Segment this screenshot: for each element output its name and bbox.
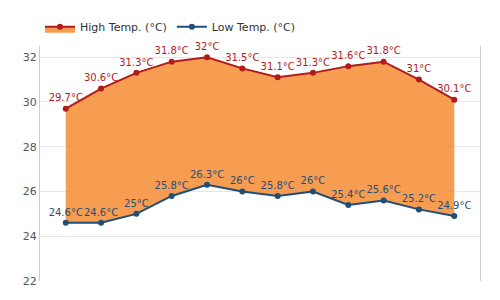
svg-text:24.6°C: 24.6°C xyxy=(49,207,83,218)
svg-text:31.8°C: 31.8°C xyxy=(155,45,189,56)
svg-text:32: 32 xyxy=(23,51,37,64)
svg-text:25.8°C: 25.8°C xyxy=(155,180,189,191)
svg-text:24.6°C: 24.6°C xyxy=(84,207,118,218)
svg-text:31°C: 31°C xyxy=(407,63,432,74)
svg-text:30: 30 xyxy=(23,96,37,109)
svg-text:31.3°C: 31.3°C xyxy=(119,57,153,68)
svg-text:High Temp. (°C): High Temp. (°C) xyxy=(80,21,167,34)
svg-text:29.7°C: 29.7°C xyxy=(49,92,83,103)
svg-text:32°C: 32°C xyxy=(195,41,220,52)
svg-text:26: 26 xyxy=(23,185,37,198)
svg-text:31.1°C: 31.1°C xyxy=(261,61,295,72)
svg-text:30.1°C: 30.1°C xyxy=(437,83,471,94)
svg-text:31.8°C: 31.8°C xyxy=(366,45,400,56)
svg-text:24: 24 xyxy=(23,230,37,243)
svg-text:26°C: 26°C xyxy=(230,175,255,186)
svg-text:24.9°C: 24.9°C xyxy=(437,200,471,211)
svg-text:31.3°C: 31.3°C xyxy=(296,57,330,68)
svg-text:31.6°C: 31.6°C xyxy=(331,50,365,61)
svg-text:28: 28 xyxy=(23,141,37,154)
svg-text:26.3°C: 26.3°C xyxy=(190,169,224,180)
svg-text:22: 22 xyxy=(23,275,37,288)
svg-text:30.6°C: 30.6°C xyxy=(84,72,118,83)
svg-text:25°C: 25°C xyxy=(124,198,149,209)
svg-text:25.4°C: 25.4°C xyxy=(331,189,365,200)
svg-text:25.2°C: 25.2°C xyxy=(402,193,436,204)
svg-text:25.6°C: 25.6°C xyxy=(366,184,400,195)
svg-text:26°C: 26°C xyxy=(301,175,326,186)
svg-text:Low Temp. (°C): Low Temp. (°C) xyxy=(212,21,295,34)
svg-text:31.5°C: 31.5°C xyxy=(225,52,259,63)
svg-text:25.8°C: 25.8°C xyxy=(261,180,295,191)
